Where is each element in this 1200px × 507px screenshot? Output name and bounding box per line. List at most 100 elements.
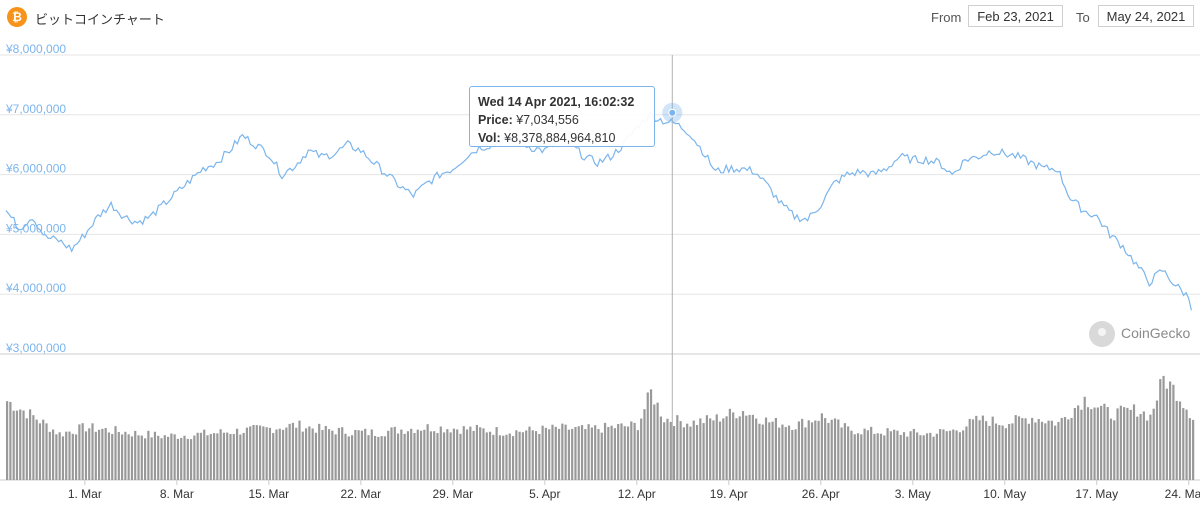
volume-bar — [28, 409, 32, 480]
volume-bar — [1024, 418, 1027, 480]
volume-bar — [226, 432, 229, 480]
volume-bar — [745, 415, 748, 480]
volume-bar — [1126, 407, 1129, 480]
volume-bar — [1057, 421, 1060, 480]
volume-bar — [1100, 405, 1103, 480]
volume-bar — [45, 423, 48, 480]
volume-bar — [991, 416, 994, 480]
volume-bar — [357, 430, 360, 480]
volume-bar — [124, 431, 127, 480]
to-date-input[interactable]: May 24, 2021 — [1098, 5, 1194, 27]
volume-bar — [830, 419, 833, 480]
volume-bar — [623, 426, 626, 480]
volume-bar — [1149, 414, 1152, 480]
volume-bar — [975, 415, 978, 480]
volume-bar — [1044, 423, 1047, 480]
volume-bar — [669, 421, 672, 480]
volume-bar — [564, 424, 567, 480]
price-chart[interactable]: ¥3,000,000 ¥4,000,000 ¥5,000,000 ¥6,000,000… — [0, 40, 1200, 507]
volume-bar — [19, 409, 22, 480]
volume-bar — [571, 428, 574, 480]
volume-bar — [400, 429, 403, 480]
volume-bar — [127, 434, 130, 480]
hover-point[interactable] — [668, 108, 677, 117]
volume-bar — [416, 429, 419, 480]
volume-bar — [663, 422, 666, 480]
volume-bar — [301, 431, 304, 480]
volume-bar — [1054, 425, 1057, 480]
volume-bar — [768, 422, 771, 480]
volume-bar — [1027, 423, 1030, 480]
volume-bar — [1175, 400, 1178, 480]
x-tick-label: 22. Mar — [340, 487, 381, 501]
volume-bar — [465, 429, 469, 480]
volume-bar — [1096, 407, 1099, 480]
volume-bar — [518, 431, 521, 480]
volume-bar — [541, 425, 544, 480]
volume-bar — [643, 409, 646, 480]
volume-bar — [117, 431, 120, 480]
volume-bar — [314, 432, 318, 480]
volume-bar — [183, 435, 186, 480]
volume-bar — [1192, 419, 1195, 480]
x-tick-label: 12. Apr — [618, 487, 656, 501]
volume-bar — [153, 431, 157, 480]
volume-bar — [870, 426, 873, 480]
x-tick-label: 5. Apr — [529, 487, 560, 501]
volume-bar — [390, 427, 393, 480]
price-line-group[interactable] — [5, 111, 1192, 311]
volume-bar — [906, 436, 909, 480]
volume-bar — [725, 416, 728, 480]
volume-bar — [58, 432, 61, 480]
volume-bar — [308, 426, 311, 480]
volume-bar — [718, 421, 722, 480]
volume-bar — [81, 423, 84, 480]
volume-bar — [275, 429, 278, 480]
volume-bar — [952, 429, 955, 480]
volume-bar — [68, 431, 71, 480]
volume-bar — [6, 401, 9, 480]
volume-bar — [74, 434, 78, 480]
volume-bar — [272, 433, 275, 480]
volume-bar — [193, 435, 196, 480]
volume-bar — [104, 428, 107, 480]
price-tooltip: Wed 14 Apr 2021, 16:02:32 Price: ¥7,034,… — [469, 86, 655, 147]
volume-bar — [324, 425, 327, 480]
volume-bar — [1132, 404, 1136, 480]
volume-bar — [120, 434, 124, 480]
volume-bar — [426, 424, 429, 480]
volume-bar — [268, 427, 272, 480]
volume-bar — [889, 431, 892, 480]
volume-bar — [304, 428, 308, 480]
volume-bar — [1123, 407, 1126, 480]
volume-bar — [502, 435, 505, 480]
volume-bar — [347, 436, 350, 480]
volume-bar — [633, 422, 636, 480]
volume-bar — [646, 392, 649, 480]
volume-bar — [101, 428, 104, 480]
volume-bar — [1185, 409, 1188, 480]
volume-bar — [285, 427, 288, 480]
volume-bar — [1155, 400, 1159, 480]
volume-bar — [1034, 422, 1037, 480]
volume-bar — [51, 429, 55, 480]
x-tick-label: 19. Apr — [710, 487, 748, 501]
volume-bar — [511, 436, 515, 480]
coingecko-watermark[interactable]: CoinGecko — [1089, 320, 1193, 348]
volume-bar — [137, 435, 140, 480]
volume-bar — [574, 426, 577, 480]
volume-bar — [495, 427, 498, 480]
price-line[interactable] — [5, 111, 1192, 311]
volume-bar — [1017, 416, 1021, 480]
volume-bar — [229, 434, 232, 480]
volume-bar — [78, 424, 81, 480]
from-date-input[interactable]: Feb 23, 2021 — [968, 5, 1063, 27]
volume-bar — [111, 433, 114, 480]
volume-bar — [396, 433, 400, 480]
volume-bar — [935, 433, 938, 480]
volume-bar — [810, 422, 814, 480]
volume-bar — [442, 432, 446, 480]
volume-bar — [281, 429, 285, 480]
volume-bar — [403, 433, 406, 480]
volume-bar — [525, 430, 528, 480]
